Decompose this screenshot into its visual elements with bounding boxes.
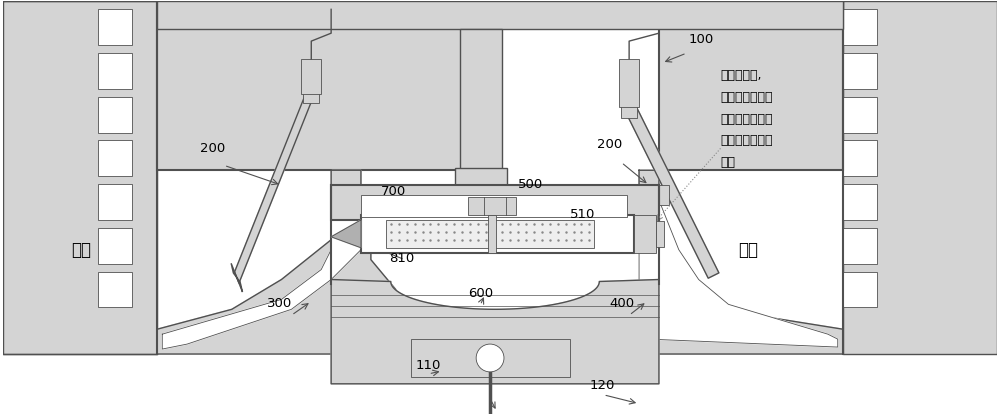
- Bar: [331, 185, 361, 205]
- Polygon shape: [331, 280, 659, 384]
- Polygon shape: [639, 200, 838, 347]
- Bar: [659, 1, 843, 170]
- Text: 500: 500: [518, 178, 543, 191]
- Bar: [619, 59, 639, 107]
- Text: 200: 200: [200, 142, 225, 155]
- Bar: [98, 228, 132, 264]
- Polygon shape: [639, 170, 843, 354]
- Text: 一致: 一致: [721, 156, 736, 169]
- Bar: [98, 9, 132, 45]
- Text: 300: 300: [267, 297, 292, 310]
- Bar: [621, 98, 637, 117]
- Polygon shape: [331, 220, 361, 248]
- Bar: [411, 339, 570, 377]
- Bar: [157, 1, 485, 170]
- Polygon shape: [235, 85, 313, 283]
- Bar: [843, 271, 877, 308]
- Bar: [843, 184, 877, 220]
- Bar: [98, 140, 132, 176]
- Bar: [843, 140, 877, 176]
- Text: 怠速状态下,: 怠速状态下,: [721, 69, 762, 82]
- Text: 400: 400: [609, 297, 634, 310]
- Text: 810: 810: [389, 251, 414, 265]
- Text: 600: 600: [468, 288, 493, 300]
- Text: 排气: 排气: [738, 241, 758, 259]
- Bar: [639, 185, 669, 205]
- Bar: [98, 271, 132, 308]
- Bar: [468, 197, 516, 215]
- Bar: [843, 228, 877, 264]
- Polygon shape: [231, 264, 242, 291]
- Bar: [634, 215, 656, 253]
- Bar: [843, 97, 877, 132]
- Bar: [98, 97, 132, 132]
- Text: 可变压缩活塞的: 可变压缩活塞的: [721, 91, 773, 104]
- Bar: [843, 9, 877, 45]
- Text: 燃烧室的结合面: 燃烧室的结合面: [721, 134, 773, 147]
- Text: 进气: 进气: [71, 241, 91, 259]
- Bar: [843, 53, 877, 89]
- Bar: [843, 1, 997, 354]
- Bar: [303, 83, 319, 103]
- Text: 120: 120: [589, 379, 615, 392]
- Text: 100: 100: [689, 33, 714, 46]
- Bar: [157, 1, 843, 29]
- Bar: [361, 195, 627, 217]
- Bar: [331, 185, 659, 220]
- Bar: [361, 215, 634, 253]
- Polygon shape: [157, 170, 396, 354]
- Polygon shape: [624, 103, 719, 278]
- Text: 510: 510: [570, 208, 595, 221]
- Bar: [460, 29, 502, 176]
- Bar: [3, 1, 157, 354]
- Bar: [488, 215, 496, 253]
- Bar: [386, 220, 594, 248]
- Text: 110: 110: [416, 359, 441, 372]
- Bar: [455, 168, 507, 186]
- Bar: [656, 221, 664, 247]
- Bar: [98, 184, 132, 220]
- Bar: [98, 53, 132, 89]
- Circle shape: [476, 344, 504, 372]
- Bar: [301, 59, 321, 94]
- Text: 200: 200: [597, 138, 623, 151]
- Polygon shape: [162, 200, 361, 349]
- Text: 伸出或缩回至与: 伸出或缩回至与: [721, 112, 773, 126]
- Text: 700: 700: [381, 185, 406, 198]
